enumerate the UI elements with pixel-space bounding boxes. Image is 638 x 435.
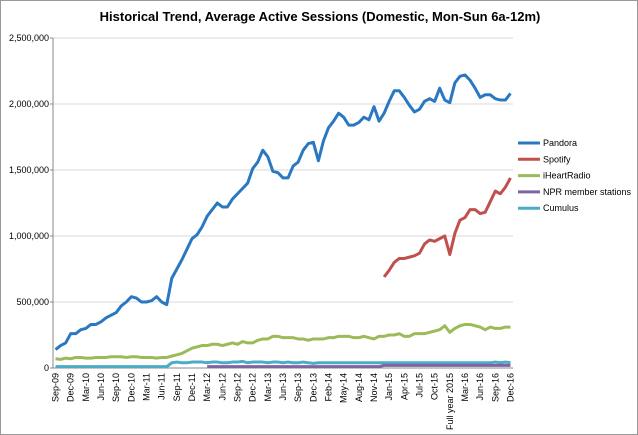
x-tick-label: Sep-11 [172, 373, 182, 401]
x-tick-label: Jun-12 [217, 373, 227, 401]
x-tick-label: May-14 [339, 373, 349, 403]
x-tick-label: Full year 2015 [445, 373, 455, 430]
legend-label: Cumulus [543, 203, 579, 213]
x-tick-label: Jun-13 [278, 373, 288, 401]
x-tick-label: Feb-14 [323, 373, 333, 402]
x-tick-label: Nov-14 [369, 373, 379, 402]
series-line [55, 322, 511, 361]
y-tick-label: 2,000,000 [9, 99, 49, 109]
y-tick-label: 2,500,000 [9, 33, 49, 43]
x-tick-label: Dec-13 [308, 373, 318, 402]
x-tick-label: Mar-16 [460, 373, 470, 402]
x-tick-label: Oct-15 [430, 373, 440, 400]
series-line [55, 359, 511, 369]
x-tick-label: Mar-13 [263, 373, 273, 402]
series-line [54, 73, 512, 351]
x-tick-label: Dec-12 [248, 373, 258, 402]
x-tick-label: Dec-16 [505, 373, 515, 402]
y-tick-label: 0 [44, 363, 49, 373]
x-tick-label: Mar-10 [81, 373, 91, 402]
x-tick-label: Jun-10 [96, 373, 106, 401]
x-tick-label: Sep-13 [293, 373, 303, 402]
series-line [382, 177, 512, 278]
y-tick-label: 1,500,000 [9, 165, 49, 175]
legend-label: NPR member stations [543, 187, 632, 197]
x-tick-label: Jul-15 [414, 373, 424, 398]
x-tick-label: Sep-10 [111, 373, 121, 402]
x-tick-label: Dec-09 [66, 373, 76, 402]
legend-label: iHeartRadio [543, 171, 591, 181]
legend-label: Spotify [543, 154, 571, 164]
legend-label: Pandora [543, 138, 577, 148]
x-tick-label: Sep-12 [233, 373, 243, 402]
x-tick-label: Aug-14 [354, 373, 364, 402]
series-line [207, 363, 511, 369]
x-tick-label: Sep-16 [490, 373, 500, 402]
x-tick-label: Jun-11 [157, 373, 167, 400]
y-tick-label: 500,000 [16, 297, 49, 307]
x-tick-label: Jun-16 [475, 373, 485, 401]
x-tick-label: Dec-11 [187, 373, 197, 401]
x-tick-label: Mar-11 [142, 373, 152, 401]
x-tick-label: Sep-09 [51, 373, 61, 402]
x-tick-label: Apr-15 [399, 373, 409, 400]
y-tick-label: 1,000,000 [9, 231, 49, 241]
chart-title: Historical Trend, Average Active Session… [100, 9, 541, 24]
x-tick-label: Dec-10 [126, 373, 136, 402]
x-tick-label: Jan-15 [384, 373, 394, 401]
x-tick-label: Mar-12 [202, 373, 212, 402]
